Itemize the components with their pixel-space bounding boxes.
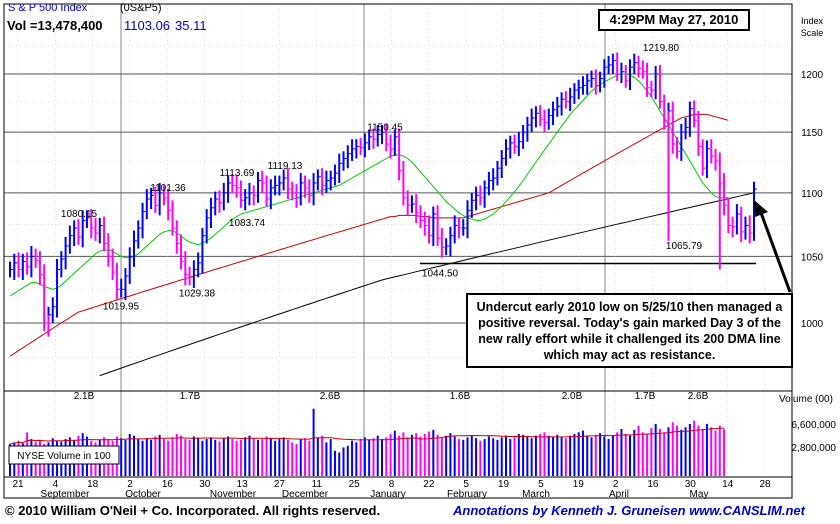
index-symbol: (0S&P5) (120, 2, 162, 14)
date-tick-label: 2 (127, 479, 133, 490)
price-tick-label: 1150 (801, 128, 823, 139)
date-tick-label: 5 (463, 479, 469, 490)
price-annotation-label: 1101.36 (150, 183, 186, 194)
month-label: October (125, 489, 161, 500)
date-tick-label: 19 (573, 479, 585, 490)
price-annotation-label: 1150.45 (367, 122, 403, 133)
price-annotation-label: 1083.74 (229, 218, 266, 229)
date-tick-label: 22 (423, 479, 435, 490)
month-label: December (282, 489, 329, 500)
month-label: February (447, 489, 487, 500)
timestamp-box: 4:29PM May 27, 2010 (598, 9, 750, 31)
volume-axis-title: Volume (00) (779, 394, 833, 405)
price-annotation-label: 1029.38 (179, 288, 216, 299)
date-tick-label: 11 (312, 479, 323, 490)
month-label: May (690, 489, 709, 500)
date-tick-label: 21 (12, 479, 24, 490)
date-tick-label: 4 (53, 479, 59, 490)
annotation-arrowhead (754, 200, 768, 217)
annotation-box: Undercut early 2010 low on 5/25/10 then … (466, 293, 793, 368)
last-price: 1103.06 (124, 18, 171, 33)
volume-average-line (9, 427, 725, 445)
price-axis-title: Scale (801, 28, 824, 38)
date-tick-label: 18 (87, 479, 99, 490)
price-annotation-label: 1044.50 (422, 268, 459, 279)
price-axis-title: Index (801, 16, 824, 26)
ma200-line (9, 113, 729, 357)
price-tick-label: 1200 (801, 70, 824, 81)
volume-peak-label: 1.7B (635, 391, 656, 402)
date-tick-label: 16 (647, 479, 659, 490)
volume-legend-box (8, 445, 120, 465)
date-tick-label: 25 (349, 479, 361, 490)
volume-legend: NYSE Volume in 100 (17, 451, 111, 462)
volume-peak-label: 2.0B (562, 391, 583, 402)
volume-peak-label: 1.7B (180, 391, 201, 402)
price-annotation-label: 1080.15 (61, 209, 98, 220)
long-moving-average-line (99, 192, 755, 377)
price-tick-label: 1100 (801, 189, 823, 200)
price-annotation-label: 1019.95 (103, 302, 140, 313)
month-label: September (41, 489, 91, 500)
volume-tick-label: 6,600,000 (792, 420, 837, 431)
volume-peak-label: 1.6B (450, 391, 471, 402)
date-tick-label: 16 (162, 479, 174, 490)
price-tick-label: 1050 (801, 252, 824, 263)
moving-average-lines (9, 73, 756, 377)
index-name: S & P 500 Index (8, 2, 88, 14)
copyright-text: © 2010 William O'Neil + Co. Incorporated… (5, 503, 381, 518)
month-label: April (609, 489, 629, 500)
date-tick-label: 8 (389, 479, 395, 490)
month-label: January (370, 489, 406, 500)
date-tick-label: 14 (722, 479, 734, 490)
date-tick-label: 28 (759, 479, 771, 490)
price-annotation-label: 1119.13 (268, 161, 303, 172)
volume-tick-label: 2,800,000 (792, 443, 837, 454)
month-label: November (210, 489, 257, 500)
annotation-arrow (758, 209, 792, 293)
volume-peak-label: 2.1B (74, 391, 95, 402)
annotation-text: Undercut early 2010 low on 5/25/10 then … (476, 300, 783, 362)
timestamp: 4:29PM May 27, 2010 (609, 12, 739, 27)
date-tick-label: 30 (685, 479, 697, 490)
date-tick-label: 27 (274, 479, 286, 490)
price-annotation-label: 1113.69 (220, 168, 255, 179)
volume-readout: Vol =13,478,400 (7, 18, 103, 33)
annotations-credit: Annotations by Kenneth J. Gruneisen www.… (453, 503, 805, 518)
date-tick-label: 19 (498, 479, 510, 490)
date-tick-label: 5 (538, 479, 544, 490)
price-annotation-label: 1065.79 (666, 241, 703, 252)
price-bars (9, 52, 757, 337)
volume-peak-label: 2.6B (688, 391, 709, 402)
date-axis-border (3, 476, 793, 499)
price-annotation-label: 1219.80 (643, 43, 680, 54)
date-tick-label: 30 (199, 479, 211, 490)
price-tick-label: 1000 (801, 319, 824, 330)
date-tick-label: 13 (237, 479, 249, 490)
price-change: 35.11 (175, 18, 207, 33)
month-label: March (522, 489, 550, 500)
date-tick-label: 2 (613, 479, 619, 490)
volume-peak-label: 2.6B (320, 391, 341, 402)
